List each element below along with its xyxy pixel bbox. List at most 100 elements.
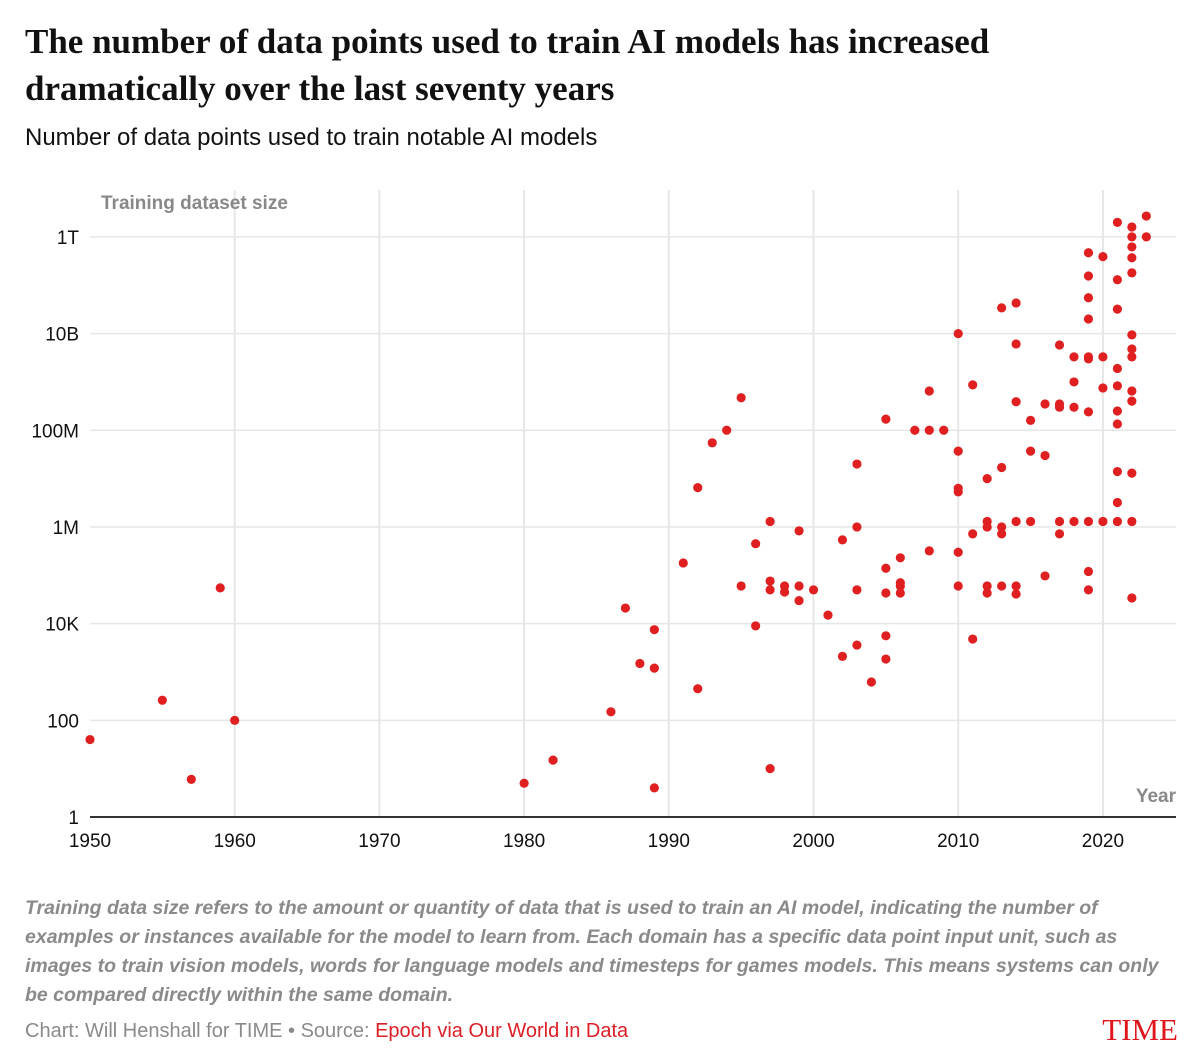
data-point (1083, 566, 1094, 577)
data-point (982, 581, 992, 591)
y-tick-label: 10K (45, 615, 79, 636)
data-point (1112, 497, 1122, 508)
data-point (722, 425, 732, 435)
data-point (968, 380, 978, 390)
y-tick-label: 10B (45, 325, 79, 346)
data-point (707, 438, 717, 448)
data-point (1069, 377, 1079, 387)
data-point (1112, 363, 1122, 374)
data-point (693, 684, 703, 694)
data-point (765, 585, 775, 595)
data-point (1083, 314, 1094, 324)
data-point (852, 522, 862, 532)
x-tick-label: 2010 (937, 831, 979, 852)
data-point (837, 535, 848, 545)
data-point (1112, 275, 1122, 285)
x-tick-label: 1990 (648, 831, 690, 852)
data-point (1127, 253, 1137, 263)
chart-notes: Training data size refers to the amount … (25, 897, 1159, 1006)
data-point (1083, 407, 1094, 417)
data-point (968, 634, 978, 644)
gridlines (90, 190, 1176, 818)
data-point (606, 707, 616, 717)
data-point (1083, 271, 1094, 281)
data-point (1011, 581, 1021, 591)
data-point (1127, 232, 1137, 242)
data-point (1112, 217, 1122, 227)
data-point (997, 303, 1007, 313)
data-point (823, 610, 833, 620)
data-point (1054, 340, 1065, 350)
data-point (765, 764, 775, 774)
data-point (968, 529, 978, 539)
data-point (1054, 402, 1065, 412)
data-point (866, 677, 876, 687)
data-point (1083, 354, 1094, 364)
data-point (1127, 593, 1137, 603)
x-tick-label: 1970 (358, 831, 400, 852)
data-point (953, 547, 963, 557)
scatter-plot: 1950 1960 1970 1980 1990 2000 2010 2020 1 100 10K 1… (31, 190, 1177, 852)
data-point (1011, 397, 1021, 407)
source-credit: Chart: Will Henshall for TIME • Source: (25, 1020, 376, 1042)
data-point (1011, 589, 1021, 599)
data-point (1083, 516, 1094, 527)
data-point (982, 474, 992, 484)
data-point (1040, 571, 1050, 581)
data-point (1098, 252, 1108, 262)
data-point (1112, 516, 1122, 527)
source-line: Chart: Will Henshall for TIME • Source: … (25, 1020, 628, 1043)
data-point (751, 539, 761, 549)
time-logo: TIME (1102, 1012, 1178, 1047)
y-tick-label: 1 (68, 808, 79, 829)
data-point (693, 483, 703, 493)
data-point (157, 695, 167, 705)
data-point (794, 581, 804, 591)
chart-subtitle: Number of data points used to train nota… (25, 124, 598, 151)
data-points (85, 211, 1151, 793)
data-point (765, 576, 775, 586)
data-point (736, 393, 746, 403)
data-point (751, 621, 761, 631)
data-point (635, 658, 645, 669)
data-point (1040, 450, 1050, 461)
data-point (1112, 406, 1122, 416)
data-point (1127, 344, 1137, 354)
data-point (924, 546, 934, 556)
data-point (1112, 381, 1122, 391)
data-point (953, 328, 963, 339)
data-point (837, 651, 848, 661)
source-link[interactable]: Epoch via Our World in Data (375, 1020, 629, 1042)
data-point (1025, 415, 1036, 425)
y-tick-label: 1T (57, 228, 80, 249)
data-point (852, 640, 862, 650)
data-point (1025, 446, 1036, 456)
data-point (779, 587, 790, 597)
data-point (1127, 352, 1137, 362)
data-point (997, 529, 1007, 539)
x-tick-label: 1960 (214, 831, 256, 852)
data-point (924, 425, 934, 435)
data-point (1098, 383, 1108, 393)
data-point (1112, 466, 1122, 477)
data-point (1054, 516, 1065, 527)
data-point (1083, 585, 1094, 595)
data-point (881, 414, 891, 424)
data-point (649, 783, 659, 793)
data-point (1127, 516, 1137, 527)
data-point (678, 558, 688, 568)
data-point (1127, 330, 1137, 340)
data-point (620, 603, 631, 613)
x-tick-label: 2020 (1082, 831, 1124, 852)
x-tick-label: 2000 (792, 831, 834, 852)
data-point (852, 585, 862, 595)
y-tick-label: 100M (31, 421, 79, 442)
data-point (1127, 468, 1137, 478)
data-point (1127, 386, 1137, 396)
data-point (1011, 298, 1021, 308)
tick-labels: 1950 1960 1970 1980 1990 2000 2010 2020 1 100 10K 1… (31, 228, 1124, 852)
data-point (649, 663, 659, 673)
data-point (1127, 222, 1137, 232)
y-axis-label: Training dataset size (101, 193, 288, 214)
